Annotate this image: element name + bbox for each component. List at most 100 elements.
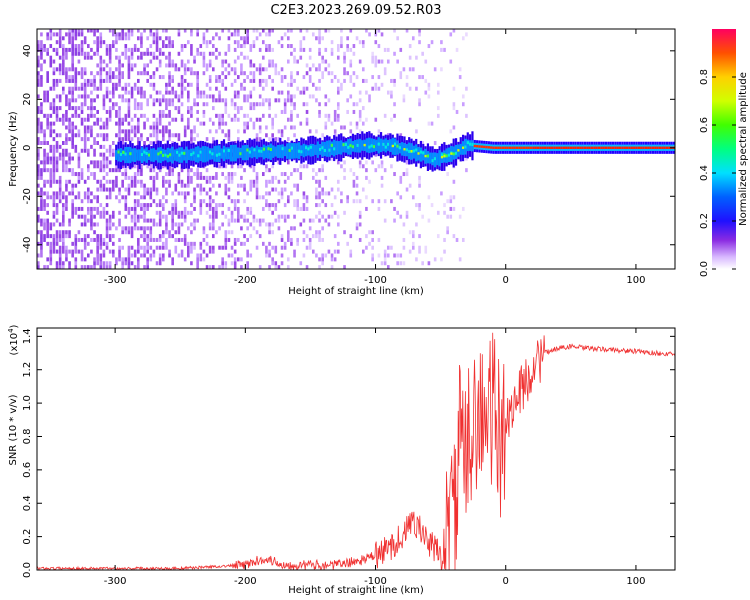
noise-cell xyxy=(46,222,49,227)
noise-cell xyxy=(196,257,199,262)
noise-cell xyxy=(37,156,40,161)
noise-cell xyxy=(405,75,409,80)
noise-cell xyxy=(427,44,431,49)
noise-cell xyxy=(155,44,159,49)
noise-cell xyxy=(449,32,453,37)
noise-cell xyxy=(199,191,203,196)
noise-cell xyxy=(61,47,65,52)
noise-cell xyxy=(265,67,268,72)
noise-cell xyxy=(61,222,65,227)
noise-cell xyxy=(71,141,74,145)
noise-cell xyxy=(236,109,240,114)
noise-cell xyxy=(224,241,228,246)
noise-cell xyxy=(71,29,74,33)
noise-cell xyxy=(80,199,84,204)
noise-cell xyxy=(271,133,274,138)
noise-cell xyxy=(99,214,103,219)
noise-cell xyxy=(52,71,56,76)
noise-cell xyxy=(77,160,81,165)
band-peak xyxy=(473,144,476,148)
noise-cell xyxy=(80,47,84,52)
noise-cell xyxy=(121,172,124,177)
snr-y-tick-label: 0.4 xyxy=(22,495,33,511)
band-core xyxy=(433,157,437,161)
noise-cell xyxy=(246,40,249,45)
noise-cell xyxy=(108,71,112,76)
noise-cell xyxy=(105,156,109,161)
noise-cell xyxy=(236,40,240,45)
noise-cell xyxy=(396,253,399,258)
noise-cell xyxy=(46,156,49,161)
noise-cell xyxy=(80,222,84,227)
noise-cell xyxy=(265,199,268,204)
noise-cell xyxy=(286,160,290,165)
noise-cell xyxy=(261,40,265,45)
noise-cell xyxy=(324,102,328,107)
noise-cell xyxy=(105,261,109,266)
noise-cell xyxy=(299,47,303,52)
noise-cell xyxy=(427,261,431,266)
noise-cell xyxy=(308,78,312,83)
noise-cell xyxy=(77,71,81,76)
noise-cell xyxy=(155,47,159,52)
noise-cell xyxy=(46,113,49,118)
noise-cell xyxy=(37,218,40,223)
noise-cell xyxy=(215,214,218,219)
noise-cell xyxy=(102,144,106,149)
snr-series-line xyxy=(37,332,675,570)
band-core xyxy=(290,146,294,150)
noise-cell xyxy=(111,222,115,227)
noise-cell xyxy=(261,86,265,91)
noise-cell xyxy=(58,179,62,184)
noise-cell xyxy=(271,187,274,192)
noise-cell xyxy=(80,137,84,142)
noise-cell xyxy=(358,98,362,103)
band-cell xyxy=(236,147,240,159)
spectrogram-y-tick-label: 0 xyxy=(22,145,33,151)
noise-cell xyxy=(65,168,68,173)
noise-cell xyxy=(174,94,178,99)
noise-cell xyxy=(111,152,115,157)
noise-cell xyxy=(118,125,121,130)
noise-cell xyxy=(227,179,231,184)
noise-cell xyxy=(146,234,149,239)
band-peak xyxy=(583,146,587,149)
noise-cell xyxy=(55,113,59,118)
band-peak xyxy=(562,146,565,149)
noise-cell xyxy=(71,121,74,126)
noise-cell xyxy=(324,59,328,64)
noise-cell xyxy=(52,98,56,103)
noise-cell xyxy=(302,230,306,235)
noise-cell xyxy=(374,168,378,173)
noise-cell xyxy=(280,129,284,134)
noise-cell xyxy=(180,253,184,258)
noise-cell xyxy=(346,71,349,76)
noise-cell xyxy=(90,226,93,231)
noise-cell xyxy=(236,44,240,49)
noise-cell xyxy=(202,63,206,68)
noise-cell xyxy=(121,129,124,134)
noise-cell xyxy=(105,75,109,80)
band-peak xyxy=(522,146,526,149)
noise-cell xyxy=(286,265,290,269)
noise-cell xyxy=(308,226,312,231)
noise-cell xyxy=(49,148,53,153)
band-cell xyxy=(358,138,362,153)
noise-cell xyxy=(218,265,221,269)
noise-cell xyxy=(133,214,137,219)
noise-cell xyxy=(83,40,87,45)
noise-cell xyxy=(37,40,40,45)
noise-cell xyxy=(293,226,296,231)
noise-cell xyxy=(102,249,106,254)
band-peak xyxy=(668,146,671,149)
noise-cell xyxy=(90,106,93,111)
noise-cell xyxy=(68,168,71,173)
noise-cell xyxy=(190,222,193,227)
noise-cell xyxy=(105,172,109,177)
noise-cell xyxy=(171,63,174,68)
band-peak xyxy=(555,146,558,149)
noise-cell xyxy=(274,206,278,211)
snr-scale-exponent: 4 xyxy=(7,328,15,333)
noise-cell xyxy=(321,187,324,192)
noise-cell xyxy=(115,67,118,72)
